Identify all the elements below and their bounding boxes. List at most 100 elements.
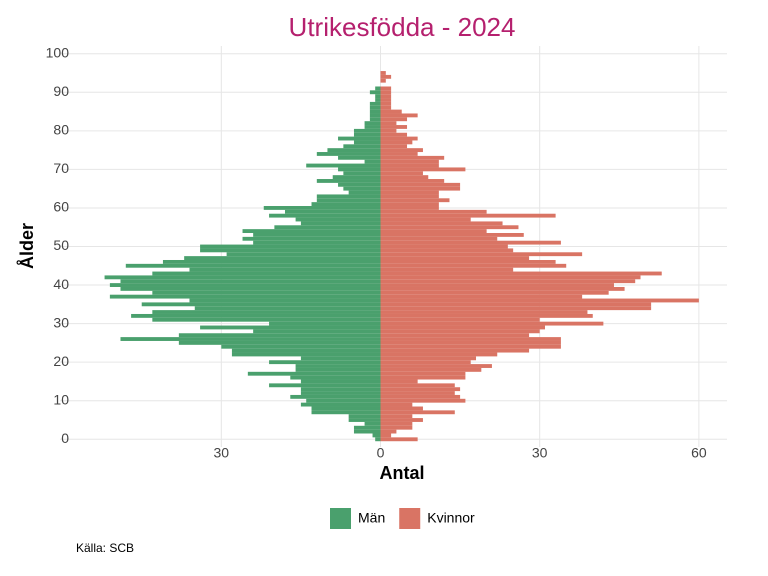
bar: [380, 213, 556, 218]
y-tick-label: 70: [53, 160, 69, 176]
bar: [300, 379, 381, 384]
bar: [380, 225, 519, 230]
bar: [380, 221, 503, 226]
bar: [380, 78, 386, 83]
bar: [338, 182, 381, 187]
bar: [152, 317, 381, 322]
bar: [311, 406, 381, 411]
bar: [380, 310, 588, 314]
y-tick-label: 0: [61, 430, 69, 446]
bar: [380, 433, 392, 438]
bar: [380, 117, 408, 122]
bar: [380, 425, 413, 430]
bar: [380, 437, 418, 442]
bar: [369, 109, 381, 114]
bar: [353, 140, 381, 145]
bar: [380, 109, 402, 114]
bar: [253, 233, 381, 237]
bar: [311, 410, 381, 415]
bar: [353, 425, 381, 430]
bar: [380, 152, 418, 156]
y-tick-label: 10: [53, 391, 69, 407]
bar: [316, 198, 381, 203]
bar: [189, 298, 381, 303]
bar: [380, 263, 567, 268]
bar: [369, 113, 381, 118]
bar: [380, 360, 471, 365]
bar: [380, 259, 556, 264]
bar: [221, 344, 381, 349]
bar: [338, 167, 381, 172]
bar: [380, 321, 604, 326]
bar: [380, 186, 461, 191]
bar: [380, 290, 609, 295]
bar: [152, 310, 381, 314]
bar: [375, 86, 381, 91]
bar: [380, 418, 423, 422]
x-tick-label: 30: [214, 445, 230, 461]
bar: [380, 333, 530, 338]
bar: [306, 398, 381, 403]
bar: [380, 252, 583, 257]
bar: [380, 236, 498, 241]
bar: [380, 248, 514, 253]
bar: [200, 244, 381, 249]
bar: [269, 360, 381, 365]
bar: [380, 194, 439, 199]
bar: [316, 152, 381, 156]
bar: [226, 252, 381, 257]
bar: [364, 125, 381, 129]
bar: [231, 352, 381, 357]
x-tick-label: 0: [377, 445, 385, 461]
bar: [380, 136, 418, 141]
bar: [348, 418, 381, 422]
bar: [380, 402, 413, 407]
bar: [364, 159, 381, 164]
bar: [231, 348, 381, 353]
bar: [369, 90, 381, 95]
bar: [380, 128, 397, 133]
bar: [306, 163, 381, 168]
bar: [380, 167, 466, 172]
bar: [300, 221, 381, 226]
x-axis-label: Antal: [380, 463, 425, 483]
bar: [200, 248, 381, 253]
bar: [380, 148, 423, 153]
bar: [247, 371, 381, 376]
bar: [353, 429, 381, 434]
bar: [353, 132, 381, 137]
legend-label: Kvinnor: [427, 510, 475, 526]
y-tick-label: 60: [53, 199, 69, 215]
bar: [120, 337, 381, 341]
bar: [178, 333, 381, 338]
bar: [380, 202, 439, 207]
y-tick-label: 80: [53, 122, 69, 138]
bar: [184, 256, 381, 260]
bar: [380, 406, 423, 411]
bar: [380, 271, 662, 276]
bar: [290, 375, 381, 380]
chart-title: Utrikesfödda - 2024: [289, 12, 516, 42]
bar: [380, 198, 450, 203]
y-tick-label: 20: [53, 353, 69, 369]
bar: [380, 155, 445, 160]
bar: [162, 259, 381, 264]
bar: [269, 383, 381, 388]
bar: [284, 209, 381, 214]
bar: [178, 340, 381, 345]
bar: [380, 113, 418, 118]
bar: [380, 414, 413, 419]
legend-swatch: [330, 508, 351, 529]
bar: [364, 421, 381, 426]
bar: [380, 94, 392, 99]
bar: [380, 348, 530, 353]
bar: [380, 317, 540, 322]
bar: [380, 275, 641, 280]
bar: [380, 391, 455, 395]
y-tick-label: 40: [53, 276, 69, 292]
y-axis-label: Ålder: [17, 223, 37, 269]
bar: [300, 402, 381, 407]
bar: [380, 286, 625, 291]
bar: [269, 213, 381, 218]
bar: [380, 367, 482, 372]
